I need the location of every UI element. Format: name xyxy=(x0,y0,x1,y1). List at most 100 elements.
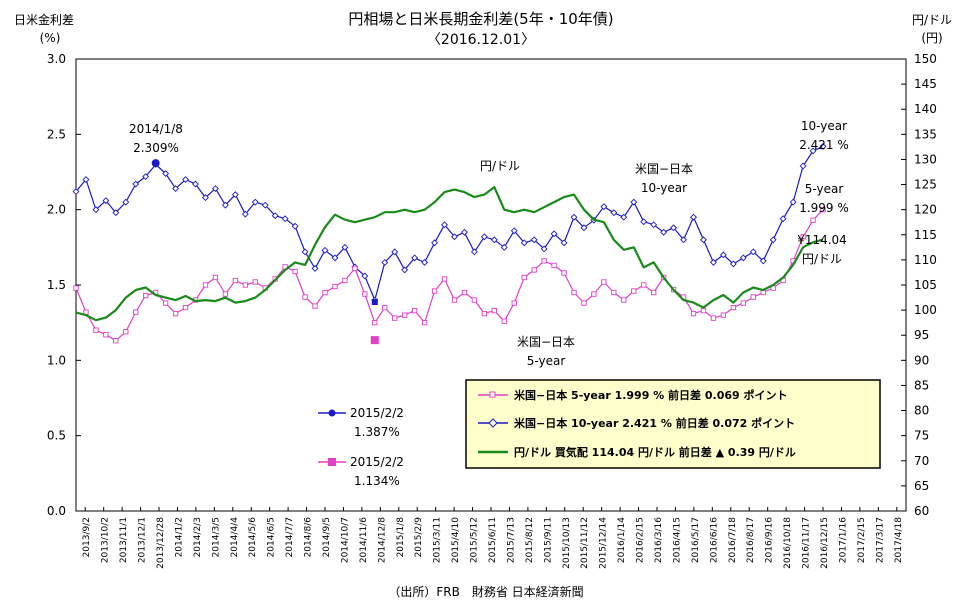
data-point-spread5 xyxy=(441,276,448,282)
data-point-spread10 xyxy=(650,221,658,229)
annotation-a7: 5-year xyxy=(527,354,566,368)
data-point-spread10 xyxy=(72,188,80,196)
data-point-spread5 xyxy=(103,332,109,338)
data-point-spread5 xyxy=(172,310,179,317)
data-point-spread5 xyxy=(810,217,816,223)
x-tick-label: 2016/6/16 xyxy=(709,517,719,563)
data-point-spread5 xyxy=(202,282,209,288)
data-point-spread10 xyxy=(620,213,628,221)
data-point-spread5 xyxy=(232,277,239,284)
data-point-spread5 xyxy=(113,338,119,344)
data-point-spread5 xyxy=(820,207,826,213)
data-point-spread10 xyxy=(789,198,797,206)
data-point-spread10 xyxy=(202,194,209,202)
data-point-spread5 xyxy=(252,279,258,285)
data-point-spread10 xyxy=(749,248,757,256)
data-point-spread10 xyxy=(441,221,448,229)
y-right-tick-label: 70 xyxy=(914,454,929,468)
data-point-spread5 xyxy=(382,304,388,311)
legend-box xyxy=(465,379,881,469)
data-point-spread5 xyxy=(521,274,527,281)
y-right-tick-label: 110 xyxy=(914,253,937,267)
annotation-a7: 米国−日本 xyxy=(517,335,575,349)
annotation-a3: 1.999 % xyxy=(799,201,849,215)
data-point-spread10 xyxy=(381,258,389,266)
series-line-spread10 xyxy=(75,145,824,301)
x-tick-label: 2015/12/14 xyxy=(599,517,609,569)
data-point-spread5 xyxy=(242,282,248,288)
data-point-spread5 xyxy=(421,320,428,326)
annotation-a4: 円/ドル xyxy=(802,252,842,266)
x-tick-label: 2016/4/15 xyxy=(672,517,682,563)
x-tick-label: 2015/3/11 xyxy=(433,517,443,563)
data-point-spread5 xyxy=(651,289,657,296)
data-point-spread10 xyxy=(361,272,369,280)
y-left-tick-label: 1.0 xyxy=(47,353,66,367)
x-tick-label: 2015/1/8 xyxy=(396,517,406,558)
data-point-spread10 xyxy=(281,215,289,223)
x-tick-label: 2014/4/4 xyxy=(230,517,240,558)
data-point-spread5 xyxy=(212,274,219,281)
annotation-a2: 2.421 % xyxy=(799,138,849,152)
y-left-tick-label: 2.5 xyxy=(47,127,66,141)
x-tick-label: 2015/7/13 xyxy=(506,517,516,563)
legend-marker-spread5 xyxy=(489,391,496,398)
annotation-a5: 円/ドル xyxy=(480,159,520,173)
data-point-spread5 xyxy=(461,289,468,296)
y-left-label: 日米金利差 xyxy=(14,12,74,27)
x-tick-label: 2014/1/2 xyxy=(174,517,184,557)
data-point-spread5 xyxy=(352,265,358,272)
data-point-spread5 xyxy=(123,329,129,335)
source-note: （出所）FRB 財務省 日本経済新聞 xyxy=(388,584,583,599)
annotation-a3: 5-year xyxy=(805,182,844,196)
chart-title: 円相場と日米長期金利差(5年・10年債) xyxy=(348,10,613,28)
series-line-usdjpy xyxy=(75,186,824,322)
data-point-spread5 xyxy=(312,303,318,309)
data-point-spread5 xyxy=(292,268,298,275)
data-point-spread5 xyxy=(700,307,707,314)
data-point-spread10 xyxy=(311,264,319,272)
data-point-spread10 xyxy=(241,210,249,218)
data-point-spread10 xyxy=(510,227,518,235)
data-point-spread5 xyxy=(631,288,637,294)
x-tick-label: 2013/10/2 xyxy=(101,517,111,563)
x-tick-label: 2015/11/12 xyxy=(580,517,590,569)
x-tick-label: 2016/1/14 xyxy=(617,517,627,563)
data-point-spread10 xyxy=(251,198,259,206)
legend-entry-spread10: 米国−日本 10-year 2.421 % 前日差 0.072 ポイント xyxy=(513,416,795,430)
data-point-spread10 xyxy=(610,209,618,217)
x-tick-label: 2015/6/11 xyxy=(488,517,498,563)
annotation-a1: 2014/1/8 xyxy=(129,122,183,136)
data-point-spread10 xyxy=(690,213,697,221)
data-point-spread10 xyxy=(819,142,827,150)
x-tick-label: 2015/8/12 xyxy=(525,517,535,563)
data-point-spread10 xyxy=(142,173,150,180)
x-tick-label: 2013/9/2 xyxy=(82,517,92,557)
x-tick-label: 2014/5/6 xyxy=(248,517,258,558)
point-marker-value-m1: 1.387% xyxy=(354,425,400,439)
y-right-tick-label: 130 xyxy=(914,152,937,166)
y-right-tick-label: 100 xyxy=(914,303,937,317)
data-point-spread5 xyxy=(362,291,368,297)
data-point-spread5 xyxy=(591,291,597,297)
y-right-tick-label: 80 xyxy=(914,404,929,418)
x-tick-label: 2017/3/17 xyxy=(875,517,885,563)
y-right-unit: (円) xyxy=(921,31,942,45)
data-point-spread5 xyxy=(511,300,517,306)
data-point-spread5 xyxy=(481,310,488,317)
legend-marker-spread10 xyxy=(488,418,498,428)
data-point-spread10 xyxy=(769,236,777,244)
series-line-spread5 xyxy=(75,209,824,342)
y-left-tick-label: 1.5 xyxy=(47,278,66,292)
legend-entry-usdjpy: 円/ドル 買気配 114.04 円/ドル 前日差 ▲ 0.39 円/ドル xyxy=(514,445,796,459)
data-point-spread10 xyxy=(271,212,279,220)
low-marker-spread5 xyxy=(370,336,379,345)
data-point-spread10 xyxy=(92,206,100,214)
data-point-spread5 xyxy=(501,318,507,324)
data-point-spread10 xyxy=(391,248,399,256)
x-tick-label: 2014/10/7 xyxy=(340,517,350,563)
data-point-spread10 xyxy=(401,266,409,274)
point-marker-symbol-m1 xyxy=(328,409,336,417)
data-point-spread10 xyxy=(212,185,219,193)
data-point-spread10 xyxy=(600,203,608,211)
